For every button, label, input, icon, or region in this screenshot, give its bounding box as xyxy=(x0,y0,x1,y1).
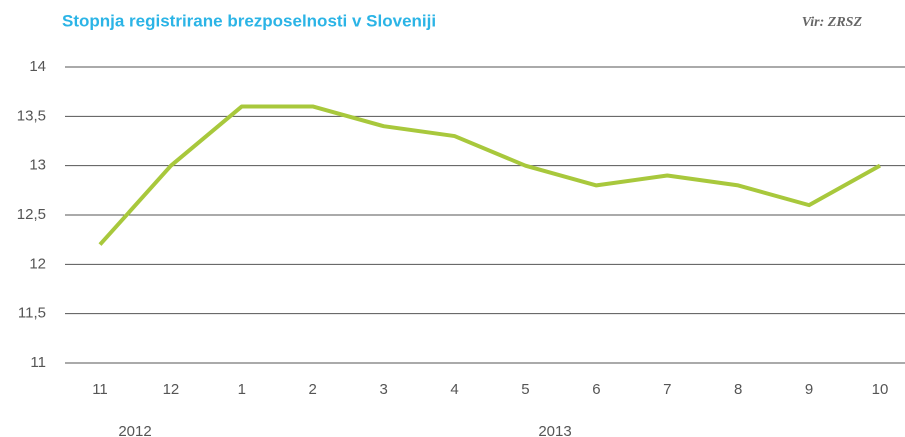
y-tick-label: 11 xyxy=(30,354,46,371)
y-tick-label: 12,5 xyxy=(17,206,46,223)
y-tick-label: 12 xyxy=(29,255,46,272)
x-tick-label: 1 xyxy=(238,381,246,398)
y-tick-label: 13,5 xyxy=(17,107,46,124)
x-tick-label: 10 xyxy=(872,381,889,398)
year-label: 2012 xyxy=(118,423,151,437)
line-series xyxy=(98,104,881,246)
source: Vir: ZRSZ xyxy=(802,15,863,30)
x-tick-label: 9 xyxy=(805,381,813,398)
x-tick-label: 2 xyxy=(309,381,317,398)
x-tick-label: 5 xyxy=(521,381,529,398)
y-tick-label: 11,5 xyxy=(18,305,46,322)
year-label: 2013 xyxy=(538,423,571,437)
y-tick-label: 13 xyxy=(29,157,46,174)
x-tick-label: 7 xyxy=(663,381,671,398)
x-tick-label: 6 xyxy=(592,381,600,398)
chart-title: Stopnja registrirane brezposelnosti v Sl… xyxy=(62,11,436,30)
x-tick-label: 11 xyxy=(92,381,108,398)
x-tick-label: 12 xyxy=(163,381,180,398)
x-tick-label: 4 xyxy=(450,381,458,398)
y-tick-label: 14 xyxy=(29,58,46,75)
x-tick-label: 8 xyxy=(734,381,742,398)
x-tick-label: 3 xyxy=(379,381,387,398)
